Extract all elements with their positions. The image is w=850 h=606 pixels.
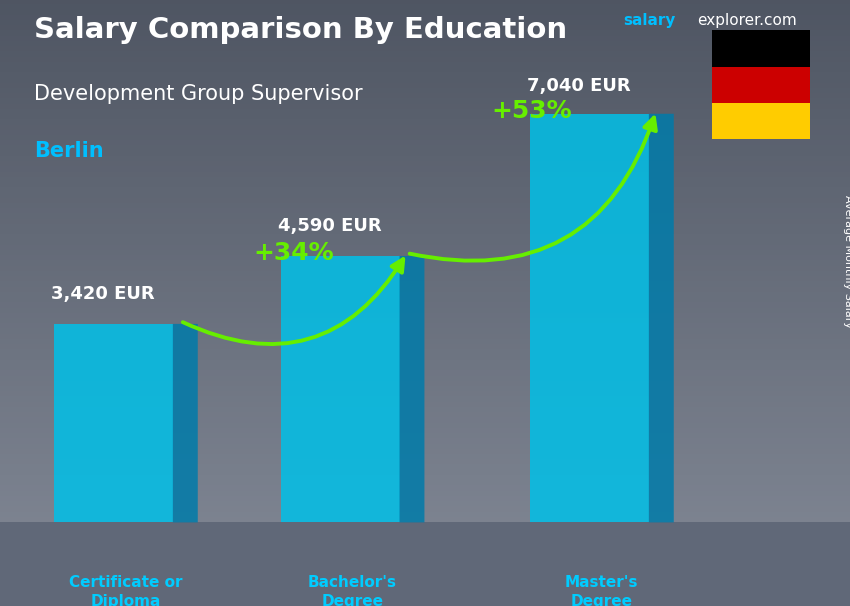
- Text: 7,040 EUR: 7,040 EUR: [527, 78, 631, 96]
- Text: Development Group Supervisor: Development Group Supervisor: [34, 84, 363, 104]
- Bar: [712, 30, 810, 67]
- Text: 4,590 EUR: 4,590 EUR: [278, 217, 382, 235]
- Bar: [712, 67, 810, 103]
- Text: explorer.com: explorer.com: [697, 13, 796, 28]
- Text: Salary Comparison By Education: Salary Comparison By Education: [34, 16, 567, 44]
- Polygon shape: [400, 256, 424, 522]
- Text: +34%: +34%: [253, 241, 334, 265]
- Text: Bachelor's
Degree: Bachelor's Degree: [308, 574, 397, 606]
- Polygon shape: [649, 114, 674, 522]
- Bar: [280, 256, 399, 522]
- Bar: [530, 114, 649, 522]
- Text: salary: salary: [623, 13, 676, 28]
- Text: Berlin: Berlin: [34, 141, 104, 161]
- Text: Average Monthly Salary: Average Monthly Salary: [842, 195, 850, 328]
- Polygon shape: [173, 324, 198, 522]
- Text: +53%: +53%: [491, 99, 572, 123]
- Text: Certificate or
Diploma: Certificate or Diploma: [69, 574, 183, 606]
- Text: Master's
Degree: Master's Degree: [565, 574, 638, 606]
- Bar: [712, 103, 810, 139]
- Bar: [54, 324, 173, 522]
- Text: 3,420 EUR: 3,420 EUR: [51, 285, 155, 303]
